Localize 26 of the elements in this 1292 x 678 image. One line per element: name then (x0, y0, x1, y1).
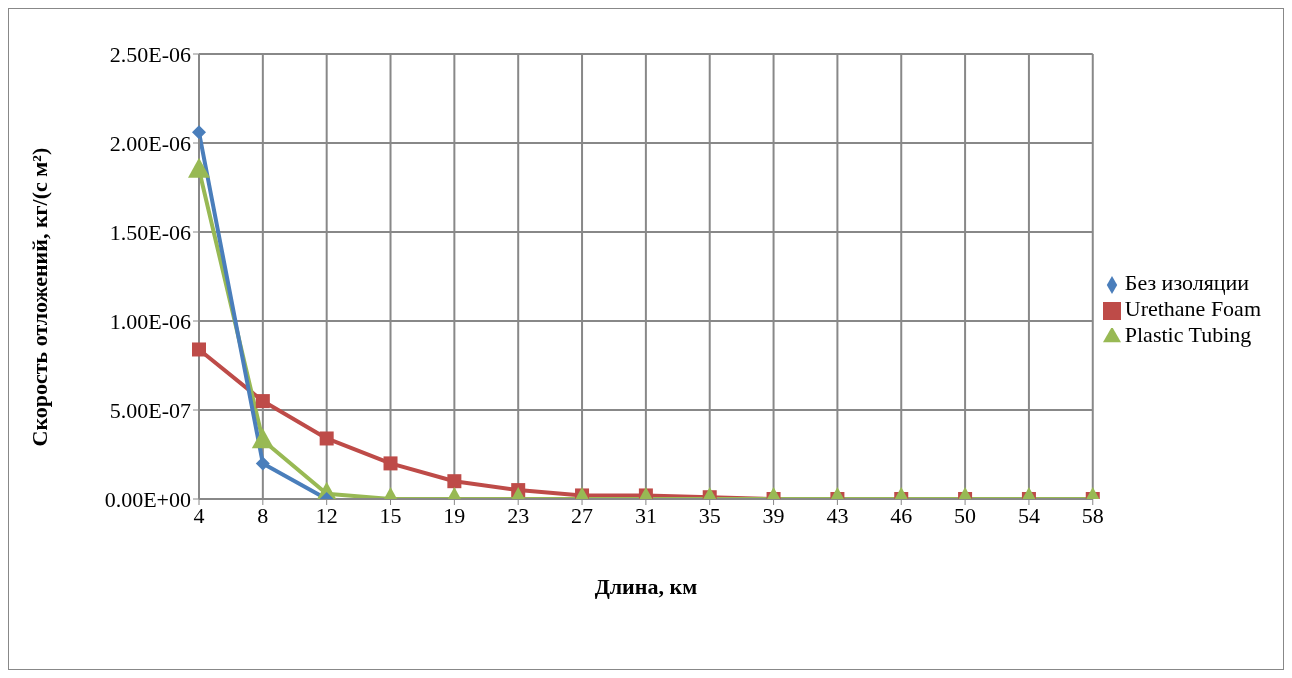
y-tick-label: 5.00E-07 (109, 397, 191, 423)
x-tick-label: 39 (762, 502, 785, 528)
y-tick-label: 2.00E-06 (109, 130, 191, 156)
x-tick-label: 4 (193, 502, 205, 528)
legend-label: Plastic Tubing (1124, 322, 1252, 347)
x-tick-label: 46 (890, 502, 913, 528)
x-tick-label: 43 (826, 502, 849, 528)
y-tick-label: 1.50E-06 (109, 219, 191, 245)
y-tick-label: 0.00E+00 (104, 486, 191, 512)
x-tick-label: 31 (634, 502, 657, 528)
x-tick-label: 19 (443, 502, 466, 528)
x-tick-label: 50 (954, 502, 977, 528)
legend-label: Urethane Foam (1124, 296, 1261, 321)
legend-label: Без изоляции (1124, 270, 1250, 295)
x-tick-label: 54 (1017, 502, 1040, 528)
y-tick-label: 1.00E-06 (109, 308, 191, 334)
x-tick-label: 23 (507, 502, 530, 528)
x-tick-label: 27 (571, 502, 594, 528)
y-tick-label: 2.50E-06 (109, 41, 191, 67)
x-tick-label: 58 (1081, 502, 1104, 528)
x-tick-label: 12 (315, 502, 338, 528)
x-axis-title: Длина, км (594, 574, 698, 599)
y-axis-title: Скорость отложений, кг/(с м²) (26, 147, 52, 447)
x-tick-label: 8 (257, 502, 269, 528)
x-tick-label: 15 (379, 502, 402, 528)
x-tick-label: 35 (698, 502, 721, 528)
